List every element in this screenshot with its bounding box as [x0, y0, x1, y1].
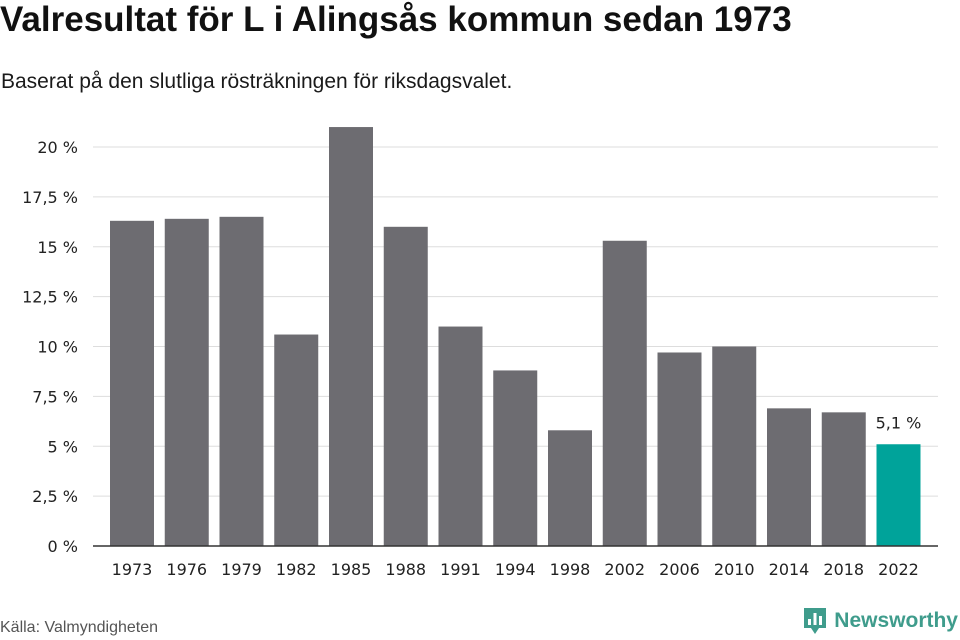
data-label-2022: 5,1 %	[876, 413, 922, 432]
x-tick-label: 1976	[166, 560, 207, 579]
brand-name: Newsworthy	[834, 609, 958, 632]
x-tick-label: 2022	[878, 560, 919, 579]
x-tick-label: 1998	[550, 560, 591, 579]
bar-1982	[274, 334, 319, 546]
bar-chart-badge-icon	[804, 608, 827, 634]
x-tick-label: 2010	[714, 560, 755, 579]
x-tick-label: 1994	[495, 560, 536, 579]
y-tick-label: 10 %	[37, 338, 78, 357]
chart-title: Valresultat för L i Alingsås kommun seda…	[0, 0, 792, 39]
bar-1979	[219, 216, 264, 546]
x-tick-label: 1988	[385, 560, 426, 579]
bar-2018	[821, 412, 866, 546]
bar-1998	[548, 430, 592, 546]
x-tick-label: 1982	[276, 560, 317, 579]
x-tick-label: 2014	[769, 560, 810, 579]
y-tick-label: 15 %	[37, 238, 78, 257]
bar-2022	[876, 444, 921, 546]
bar-2014	[767, 408, 811, 546]
data-labels: 5,1 %	[876, 413, 922, 432]
x-tick-label: 1991	[440, 560, 481, 579]
y-tick-label: 2,5 %	[32, 487, 78, 506]
y-tick-label: 20 %	[37, 138, 78, 157]
y-tick-label: 12,5 %	[22, 288, 78, 307]
y-axis-ticks: 0 % 2,5 % 5 % 7,5 % 10 % 12,5 % 15 % 17,5 % 20 %	[22, 138, 78, 556]
brand-logo[interactable]: Newsworthy	[802, 606, 958, 636]
source-note: Källa: Valmyndigheten	[0, 619, 159, 636]
bar-2006	[657, 352, 702, 546]
bar-1994	[493, 370, 538, 546]
bars	[110, 127, 921, 547]
x-tick-label: 1979	[221, 560, 262, 579]
x-tick-label: 2018	[823, 560, 864, 579]
y-tick-label: 0 %	[48, 537, 78, 556]
bar-1991	[438, 326, 483, 546]
x-tick-label: 2002	[604, 560, 645, 579]
bar-1976	[164, 218, 209, 546]
bar-2010	[712, 346, 757, 546]
bar-2002	[602, 240, 647, 546]
bar-1988	[383, 226, 428, 547]
x-tick-label: 1985	[331, 560, 372, 579]
y-tick-label: 17,5 %	[22, 188, 78, 207]
x-axis-ticks: 1973 1976 1979 1982 1985 1988 1991 1994 1998 2002…	[112, 560, 919, 579]
y-tick-label: 7,5 %	[32, 387, 78, 406]
bar-chart: 0 % 2,5 % 5 % 7,5 % 10 % 12,5 % 15 % 17,5 % 20 %…	[22, 127, 938, 579]
bar-1973	[110, 220, 154, 546]
x-tick-label: 1973	[112, 560, 153, 579]
chart-subtitle: Baserat på den slutliga rösträkningen fö…	[1, 70, 513, 93]
bar-1985	[329, 127, 373, 547]
x-tick-label: 2006	[659, 560, 700, 579]
y-tick-label: 5 %	[48, 437, 78, 456]
